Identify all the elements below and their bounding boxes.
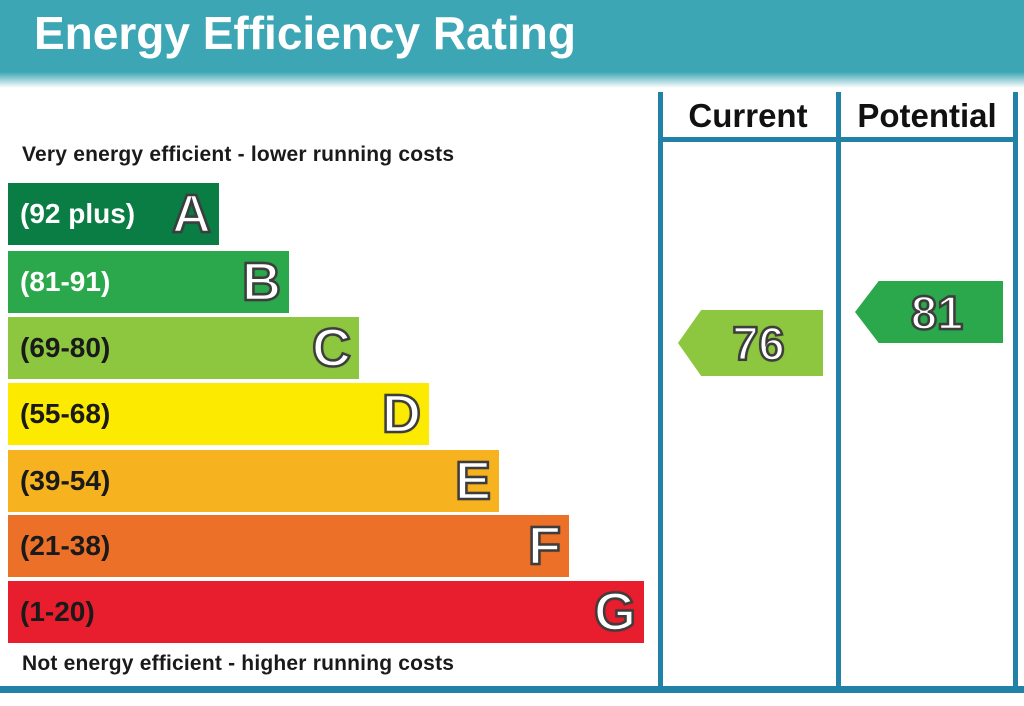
band-A: (92 plus) A	[8, 183, 219, 245]
bottom-note: Not energy efficient - higher running co…	[22, 652, 455, 675]
band-letter: G	[593, 581, 638, 644]
band-letter: C	[311, 317, 353, 380]
title-bar	[0, 0, 1024, 72]
band-B: (81-91) B	[8, 251, 289, 313]
table-border-right	[1013, 92, 1018, 686]
band-range-label: (69-80)	[20, 332, 111, 363]
band-letter: B	[241, 251, 283, 314]
table-border-left	[658, 92, 663, 686]
band-letter: F	[527, 515, 563, 578]
potential-value: 81	[910, 284, 965, 340]
page-title: Energy Efficiency Rating	[34, 7, 576, 59]
current-value: 76	[731, 315, 786, 371]
title-bar-fade	[0, 72, 1024, 88]
band-range-label: (1-20)	[20, 596, 95, 627]
band-D: (55-68) D	[8, 383, 429, 445]
band-E: (39-54) E	[8, 450, 499, 512]
potential-column-header: Potential	[857, 97, 997, 134]
table-header-underline	[658, 137, 1018, 142]
band-letter: E	[454, 450, 493, 513]
band-range-label: (81-91)	[20, 266, 111, 297]
current-column-header: Current	[688, 97, 808, 134]
band-C: (69-80) C	[8, 317, 359, 379]
band-range-label: (21-38)	[20, 530, 111, 561]
band-F: (21-38) F	[8, 515, 569, 577]
table-bottom-border	[0, 686, 1024, 693]
top-note: Very energy efficient - lower running co…	[22, 143, 455, 166]
current-marker: 76	[678, 310, 823, 376]
band-range-label: (39-54)	[20, 465, 111, 496]
band-range-label: (92 plus)	[20, 198, 136, 229]
band-letter: D	[381, 383, 423, 446]
table-border-divider	[836, 92, 841, 686]
potential-marker: 81	[855, 281, 1003, 343]
band-G: (1-20) G	[8, 581, 644, 643]
band-range-label: (55-68)	[20, 398, 111, 429]
band-letter: A	[171, 183, 213, 246]
